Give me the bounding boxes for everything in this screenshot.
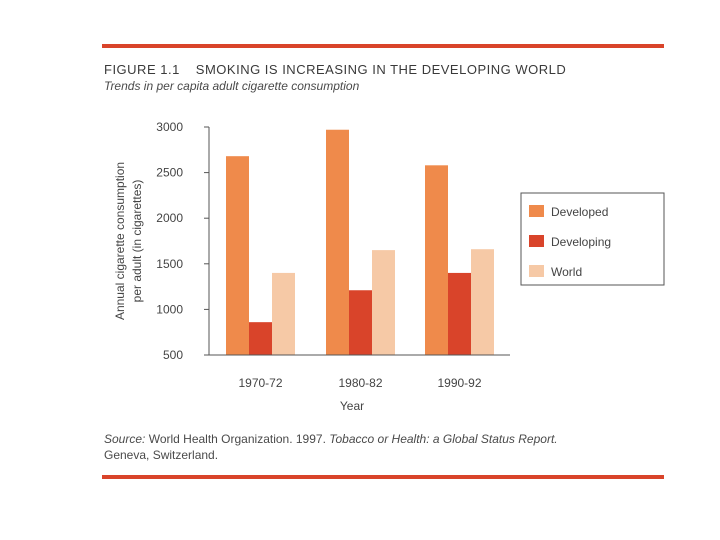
bottom-rule [102,475,664,479]
y-tick-label: 1000 [156,302,183,316]
source-report-title: Tobacco or Health: a Global Status Repor… [329,432,558,446]
bar-developing-1980-82 [349,290,372,355]
y-tick-label: 2500 [156,166,183,180]
y-axis-label-line1: Annual cigarette consumption [113,162,127,320]
y-tick-label: 2000 [156,211,183,225]
legend-swatch-developed [529,205,544,217]
legend-swatch-developing [529,235,544,247]
bar-world-1990-92 [471,249,494,355]
source-label: Source: [104,432,146,446]
source-note: Source: World Health Organization. 1997.… [104,431,664,463]
bar-developed-1980-82 [326,129,349,355]
bar-world-1980-82 [372,250,395,355]
bar-developed-1990-92 [425,165,448,355]
top-rule [102,44,664,48]
bar-developing-1970-72 [249,322,272,355]
figure-number: FIGURE 1.1 [104,62,180,77]
x-tick-label: 1980-82 [338,376,382,390]
y-tick-label: 3000 [156,120,183,134]
x-axis-label: Year [340,399,364,413]
y-tick-label: 500 [163,348,183,362]
legend-label-developed: Developed [551,205,608,219]
bar-developed-1970-72 [226,156,249,355]
bar-developing-1990-92 [448,272,471,355]
x-tick-label: 1970-72 [238,376,282,390]
y-tick-label: 1500 [156,257,183,271]
figure-subtitle: Trends in per capita adult cigarette con… [104,79,360,93]
bars-group [226,129,494,355]
x-tick-label: 1990-92 [437,376,481,390]
legend-label-world: World [551,265,582,279]
legend-box [520,192,665,286]
legend: Developed Developing World [520,192,665,286]
legend-swatch-world [529,265,544,277]
y-ticks-group: 500 1000 1500 2000 2500 3000 [156,120,209,362]
x-ticks-group: 1970-72 1980-82 1990-92 [238,376,481,390]
legend-label-developing: Developing [551,235,611,249]
bar-world-1970-72 [272,272,295,355]
source-location: Geneva, Switzerland. [104,448,219,462]
source-org: World Health Organization. 1997. [148,432,326,446]
y-axis-label-line2: per adult (in cigarettes) [130,180,144,303]
figure-title: FIGURE 1.1 SMOKING IS INCREASING IN THE D… [104,62,566,77]
figure-title-text: SMOKING IS INCREASING IN THE DEVELOPING … [195,62,567,77]
